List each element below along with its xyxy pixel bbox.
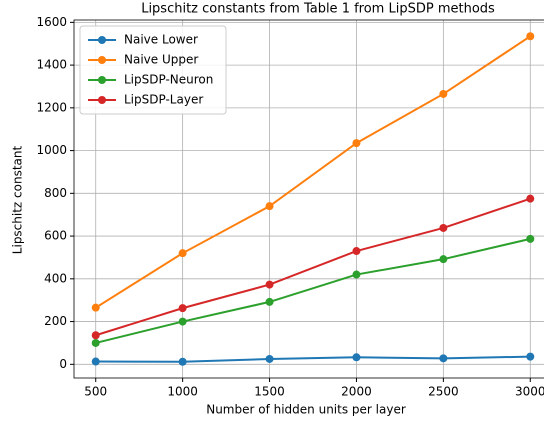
y-tick-label: 600 [44, 229, 67, 243]
point [91, 303, 100, 312]
point [352, 270, 361, 279]
plot-frame [73, 19, 544, 379]
legend-marker [98, 96, 106, 104]
y-tick-label: 0 [59, 357, 67, 371]
series-line [95, 237, 531, 344]
chart-title: Lipschitz constants from Table 1 from Li… [141, 2, 495, 17]
y-tick-label: 800 [44, 186, 67, 200]
point [439, 354, 448, 363]
y-tick-label: 1400 [36, 58, 67, 72]
point [526, 352, 535, 361]
legend-label: Naive Upper [124, 53, 198, 67]
y-tick-label: 200 [44, 314, 67, 328]
series-line [95, 35, 531, 309]
point [526, 32, 535, 41]
legend-label: LipSDP-Neuron [124, 73, 213, 87]
point [178, 304, 187, 313]
point [352, 247, 361, 256]
point [352, 139, 361, 148]
point [439, 223, 448, 232]
legend-marker [98, 76, 106, 84]
y-tick-label: 400 [44, 271, 67, 285]
point [91, 338, 100, 347]
x-tick-label: 2000 [341, 385, 372, 399]
x-tick-label: 1000 [167, 385, 198, 399]
y-tick-label: 1600 [36, 15, 67, 29]
point [439, 255, 448, 264]
x-tick-label: 500 [84, 385, 107, 399]
point [178, 317, 187, 326]
point [265, 202, 274, 211]
point [265, 354, 274, 363]
point [526, 194, 535, 203]
series-line [95, 355, 531, 363]
point [178, 357, 187, 366]
legend-marker [98, 36, 106, 44]
x-tick-label: 1500 [254, 385, 285, 399]
point [352, 353, 361, 362]
y-tick-label: 1000 [36, 143, 67, 157]
y-tick-label: 1200 [36, 100, 67, 114]
x-tick-label: 2500 [428, 385, 459, 399]
x-tick-label: 3000 [515, 385, 544, 399]
point [178, 249, 187, 258]
legend-box [79, 25, 227, 115]
point [265, 280, 274, 289]
point [91, 331, 100, 340]
legend-label: LipSDP-Layer [124, 93, 203, 107]
x-axis-label: Number of hidden units per layer [206, 403, 406, 417]
point [265, 297, 274, 306]
series-line [95, 197, 531, 337]
point [439, 89, 448, 98]
legend-marker [98, 56, 106, 64]
legend-label: Naive Lower [124, 33, 198, 47]
point [91, 357, 100, 366]
point [526, 234, 535, 243]
y-axis-label: Lipschitz constant [11, 146, 25, 255]
